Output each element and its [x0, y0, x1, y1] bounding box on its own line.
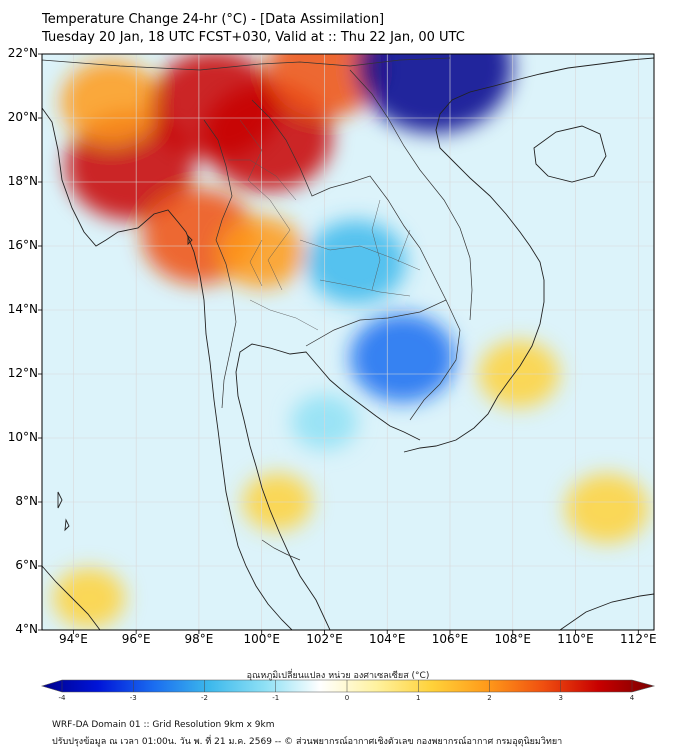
- lat-label: 4°N: [15, 622, 38, 636]
- border-laos-vietnam: [349, 69, 473, 321]
- province-borders: [228, 119, 421, 331]
- coastline-borneo: [559, 593, 654, 630]
- province-lines-north: [228, 119, 421, 297]
- colorbar: [40, 679, 656, 693]
- lon-label: 106°E: [431, 632, 469, 646]
- colorbar-tick-label: -2: [201, 694, 208, 702]
- coastlines: [42, 57, 654, 630]
- lat-label: 20°N: [7, 110, 38, 124]
- lat-label: 22°N: [7, 46, 38, 60]
- lon-label: 94°E: [58, 632, 88, 646]
- coastline-west: [42, 107, 293, 630]
- field-cold-isaan: [305, 220, 406, 304]
- border-myanmar-thailand: [203, 119, 237, 409]
- map-plot-area: [42, 54, 654, 630]
- chart-title: Temperature Change 24-hr (°C) - [Data As…: [42, 12, 385, 27]
- footer-model-info: WRF-DA Domain 01 :: Grid Resolution 9km …: [52, 720, 275, 730]
- field-cold-gulf-of-tonkin: [356, 54, 513, 133]
- field-cold-cambodia: [350, 313, 456, 403]
- graticule: [42, 54, 654, 630]
- lon-label: 112°E: [620, 632, 657, 646]
- lon-label: 102°E: [306, 632, 343, 646]
- field-warm-myanmar-north: [61, 60, 162, 144]
- colorbar-tick-label: 1: [416, 694, 421, 702]
- colorbar-tick-label: -4: [58, 694, 66, 702]
- coastline-sumatra: [42, 565, 101, 630]
- field-warm-andaman-south: [53, 568, 126, 628]
- footer-credit: ปรับปรุงข้อมูล ณ เวลา 01:00น. วัน พ. ที่…: [52, 737, 563, 747]
- lat-label: 16°N: [7, 238, 38, 252]
- colorbar-tick-label: 2: [487, 694, 492, 702]
- border-thailand-laos: [251, 99, 447, 301]
- lat-label: 10°N: [7, 430, 38, 444]
- colorbar-tick-label: -1: [272, 694, 280, 702]
- lat-label: 12°N: [7, 366, 38, 380]
- lat-label: 6°N: [15, 558, 38, 572]
- lon-label: 108°E: [494, 632, 532, 646]
- border-china: [42, 57, 451, 71]
- map-frame: [41, 53, 655, 631]
- border-thailand-malaysia: [261, 539, 301, 561]
- coastline-vietnam: [403, 57, 654, 453]
- lon-label: 96°E: [121, 632, 151, 646]
- lat-label: 18°N: [7, 174, 38, 188]
- border-cambodia: [305, 299, 461, 421]
- lat-label: 8°N: [15, 494, 38, 508]
- coastline-gulf-thailand: [235, 343, 421, 630]
- chart-subtitle: Tuesday 20 Jan, 18 UTC FCST+030, Valid a…: [42, 30, 465, 45]
- colorbar-ticks: [61, 680, 633, 692]
- colorbar-tick-label: -3: [129, 694, 137, 702]
- lat-label: 14°N: [7, 302, 38, 316]
- coastline-hainan: [533, 125, 607, 183]
- colorbar-title: อุณหภูมิเปลี่ยนแปลง หน่วย องศาเซลเซียส (…: [246, 671, 430, 681]
- lon-label: 100°E: [243, 632, 280, 646]
- lon-label: 104°E: [368, 632, 406, 646]
- colorbar-tick-label: 3: [558, 694, 563, 702]
- lon-label: 110°E: [557, 632, 594, 646]
- axis-ticks: [38, 53, 639, 634]
- province-lines-central: [249, 199, 411, 331]
- coastline-islands: [57, 234, 193, 532]
- colorbar-tick-label: 4: [629, 694, 635, 702]
- lon-label: 98°E: [184, 632, 214, 646]
- colorbar-tick-label: 0: [344, 694, 350, 702]
- country-borders: [42, 57, 473, 561]
- field-warm-south-china-sea: [565, 473, 649, 544]
